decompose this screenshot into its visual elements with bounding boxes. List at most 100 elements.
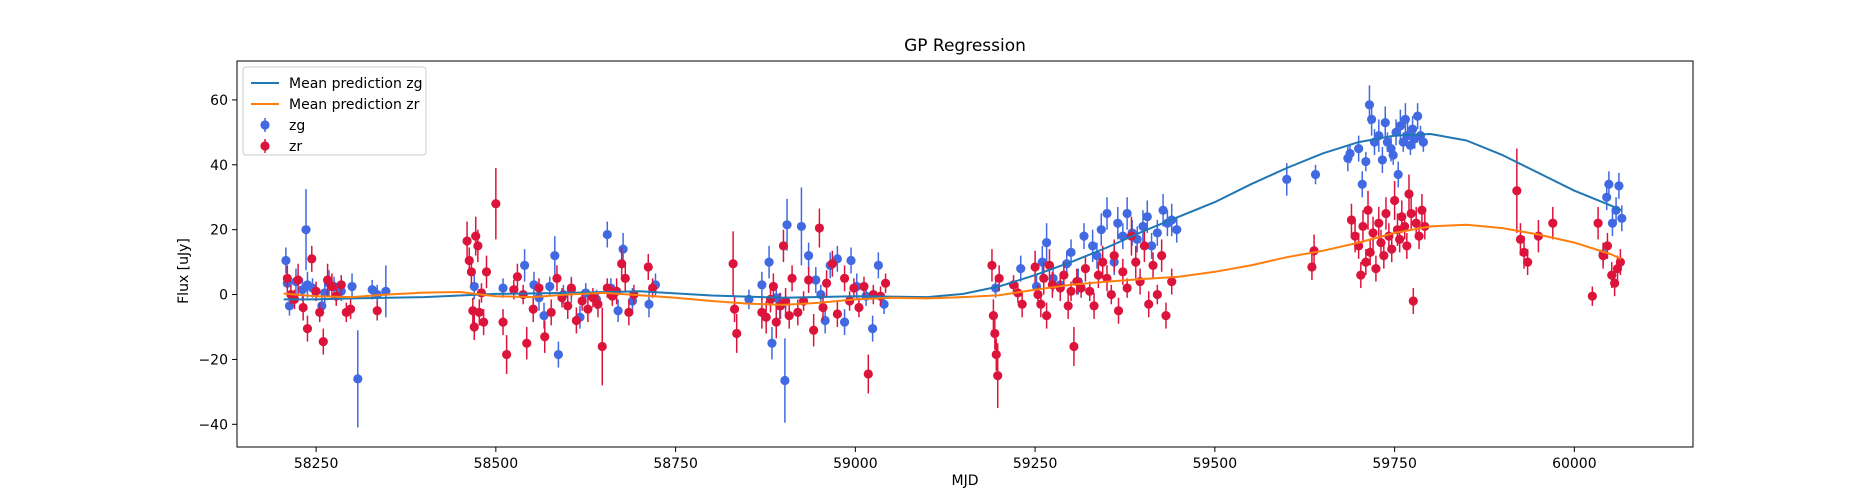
data-point-zr (1152, 289, 1162, 300)
data-point-zr (1033, 289, 1043, 300)
data-point-zr (784, 311, 794, 321)
data-point-zr (1402, 241, 1412, 251)
data-point-zr (1379, 251, 1389, 261)
data-point-zg (1380, 118, 1390, 128)
data-point-zg (1393, 169, 1403, 180)
legend-label: Mean prediction zg (289, 76, 423, 92)
data-point-zr (1307, 262, 1317, 272)
data-point-zr (1109, 251, 1119, 261)
data-point-zg (1088, 241, 1098, 251)
data-point-zr (512, 272, 523, 282)
data-point-zg (1146, 241, 1157, 251)
data-point-zr (729, 304, 740, 314)
data-point-zg (1042, 238, 1052, 248)
plot-area: 58250 58500 58750 59000 59250 59500 59750 60000… (198, 60, 1694, 472)
data-point-zg (1364, 100, 1375, 110)
data-point-zg (846, 255, 856, 266)
data-point-zg (1388, 150, 1398, 160)
data-point-zg (1096, 225, 1106, 235)
data-point-zg (520, 260, 530, 270)
data-point-zr (346, 304, 356, 314)
data-point-zr (1044, 260, 1055, 270)
data-point-zr (293, 275, 303, 285)
data-point-zr (988, 311, 999, 321)
data-point-zg (796, 221, 807, 232)
data-point-zr (849, 283, 859, 293)
data-point-zg (767, 338, 777, 348)
data-point-zg (839, 317, 850, 327)
data-point-zg (1158, 205, 1168, 215)
data-point-zr (469, 322, 479, 332)
data-point-zr (728, 259, 738, 269)
y-tick-label: 40 (210, 158, 228, 174)
data-point-zg (1377, 155, 1387, 165)
data-point-zr (1139, 241, 1149, 251)
data-point-zr (1400, 221, 1410, 232)
data-point-zr (522, 338, 532, 348)
data-point-zr (315, 307, 325, 317)
data-point-zr (1607, 270, 1617, 280)
data-point-zr (1098, 257, 1108, 267)
y-tick-label: 0 (219, 288, 228, 304)
data-point-zr (1615, 257, 1625, 267)
data-point-zr (498, 317, 508, 327)
data-point-zr (471, 231, 481, 241)
data-point-zg (764, 257, 774, 267)
data-point-zg (1172, 225, 1182, 235)
data-point-zg (1066, 247, 1076, 257)
axes-background (237, 61, 1693, 447)
data-point-zr (994, 273, 1004, 283)
data-point-zr (1093, 270, 1103, 280)
data-point-zg (1113, 218, 1123, 228)
data-point-zg (602, 229, 612, 240)
data-point-zg (1354, 143, 1364, 154)
data-point-zr (1118, 267, 1128, 277)
data-point-zg (1604, 179, 1614, 189)
data-point-zg (1405, 140, 1416, 150)
data-point-zg (782, 220, 792, 230)
data-point-zr (1365, 247, 1375, 257)
data-point-zg (879, 299, 889, 309)
legend: Mean prediction zg Mean prediction zr zg zr (242, 66, 427, 156)
x-axis-label: MJD (952, 473, 979, 489)
data-point-zr (854, 302, 864, 313)
data-point-zr (1408, 296, 1418, 306)
data-point-zg (281, 255, 291, 266)
data-point-zr (1039, 273, 1049, 283)
data-point-zr (473, 241, 483, 251)
data-point-zr (311, 286, 321, 296)
data-point-zr (481, 267, 492, 277)
data-point-zg (539, 311, 549, 321)
data-point-zr (1059, 270, 1069, 280)
data-point-zr (577, 296, 587, 306)
data-point-zr (1374, 218, 1384, 228)
data-point-zr (768, 281, 778, 292)
data-point-zr (1144, 299, 1154, 309)
data-point-zg (545, 281, 555, 292)
x-tick-label: 58750 (653, 456, 698, 472)
data-point-zg (1282, 174, 1292, 184)
data-point-zg (347, 281, 357, 292)
data-point-zr (566, 283, 576, 293)
data-point-zr (1361, 257, 1371, 267)
y-tick-label: 60 (210, 93, 228, 109)
data-point-zr (322, 275, 333, 285)
data-point-zr (372, 306, 382, 316)
data-point-zr (1376, 238, 1386, 248)
legend-label: Mean prediction zr (289, 97, 420, 113)
data-point-zg (284, 301, 295, 311)
data-point-zr (778, 241, 789, 251)
data-point-zr (832, 309, 842, 319)
data-point-zr (821, 278, 832, 288)
data-point-zr (327, 281, 337, 292)
data-point-zr (1106, 289, 1116, 300)
data-point-zr (462, 236, 472, 246)
data-point-zr (1593, 218, 1603, 228)
data-point-zr (509, 285, 519, 295)
data-point-zr (552, 273, 562, 283)
data-point-zr (1397, 212, 1407, 222)
x-tick-label: 58250 (294, 456, 339, 472)
data-point-zr (1066, 286, 1076, 296)
data-point-zr (1368, 228, 1378, 238)
